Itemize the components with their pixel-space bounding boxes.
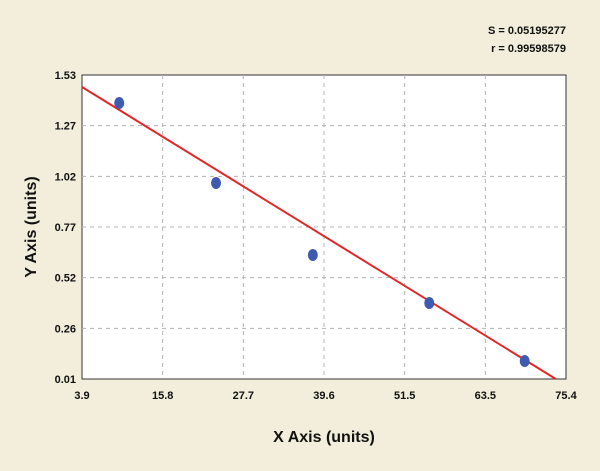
data-point [114, 97, 125, 109]
y-axis-title: Y Axis (units) [23, 176, 40, 277]
fit-line-group [81, 86, 557, 380]
x-tick-label: 63.5 [475, 390, 496, 402]
y-tick-labels: 0.01 0.26 0.52 0.77 1.02 1.27 1.53 [55, 70, 76, 386]
x-axis-title: X Axis (units) [273, 429, 375, 446]
stat-r-label: r = 0.99598579 [491, 43, 566, 55]
data-point [519, 355, 530, 367]
y-tick-label: 0.01 [55, 374, 76, 386]
y-tick-label: 1.27 [55, 121, 76, 133]
y-tick-label: 1.53 [55, 70, 76, 82]
grid-lines [82, 75, 566, 379]
stat-s-label: S = 0.05195277 [488, 25, 566, 37]
data-point [424, 297, 435, 309]
y-tick-label: 0.52 [55, 273, 76, 285]
x-tick-label: 51.5 [394, 390, 415, 402]
x-tick-label: 3.9 [74, 390, 89, 402]
data-points [114, 97, 530, 367]
x-tick-labels: 3.9 15.8 27.7 39.6 51.5 63.5 75.4 [74, 390, 577, 402]
x-tick-label: 27.7 [233, 390, 254, 402]
data-point [211, 177, 222, 189]
data-point [307, 249, 318, 261]
y-tick-label: 0.26 [55, 323, 76, 335]
x-tick-label: 75.4 [555, 390, 577, 402]
x-tick-label: 15.8 [152, 390, 173, 402]
fit-line [81, 86, 557, 380]
y-tick-label: 1.02 [55, 171, 76, 183]
x-tick-label: 39.6 [313, 390, 334, 402]
y-tick-label: 0.77 [55, 222, 76, 234]
